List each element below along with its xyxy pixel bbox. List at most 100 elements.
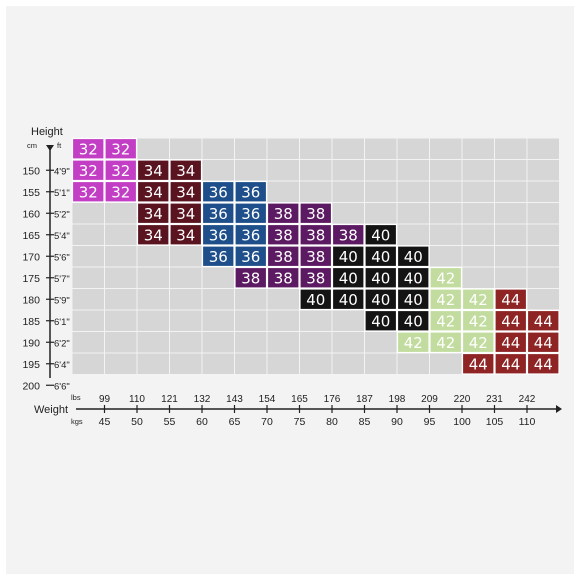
grid-cell — [462, 246, 494, 267]
grid-cell — [365, 332, 397, 353]
grid-cell — [527, 203, 559, 224]
size-cell-box — [299, 202, 333, 225]
size-cell-box — [71, 159, 105, 182]
size-cell-box — [201, 245, 235, 268]
size-cell-label: 38 — [274, 248, 293, 266]
grid-cell — [300, 138, 332, 159]
grid-cell — [170, 353, 202, 374]
grid-cell — [235, 332, 267, 353]
height-tick-ft: 5'1" — [54, 188, 70, 199]
grid-cell — [202, 310, 234, 331]
weight-unit-kgs: kgs — [71, 417, 83, 426]
grid-cell — [527, 246, 559, 267]
height-tick-cm: 155 — [22, 187, 40, 199]
size-cell-box — [396, 288, 430, 311]
grid-cell — [202, 138, 234, 159]
grid-cell — [495, 267, 527, 288]
size-cell-label: 42 — [436, 291, 455, 309]
size-cell: 34 — [169, 202, 203, 225]
grid-cell — [462, 160, 494, 181]
size-cell-label: 42 — [469, 291, 488, 309]
grid-cell — [235, 289, 267, 310]
size-cell-box — [169, 202, 203, 225]
weight-tick-labels: 99 45 110 50 121 55 132 60 143 65 154 70 165 75 176 80 1… — [99, 394, 536, 428]
grid-cell — [267, 332, 299, 353]
size-cell-box — [234, 180, 268, 203]
size-cell: 32 — [104, 180, 138, 203]
size-cell: 32 — [104, 137, 138, 160]
grid-cell — [300, 160, 332, 181]
size-cell-label: 36 — [241, 205, 260, 223]
size-cell-label: 40 — [339, 291, 358, 309]
size-cell-box — [526, 331, 560, 354]
height-tick-ft: 5'6" — [54, 252, 70, 263]
grid-cell — [202, 353, 234, 374]
grid-cell — [137, 246, 169, 267]
size-cell: 34 — [169, 223, 203, 246]
size-cell: 32 — [71, 137, 105, 160]
size-cell-box — [331, 288, 365, 311]
size-cell: 44 — [461, 352, 495, 375]
size-cell-label: 38 — [241, 269, 260, 287]
size-cell-label: 40 — [339, 269, 358, 287]
size-cell: 36 — [201, 180, 235, 203]
size-cell-box — [169, 223, 203, 246]
grid-cell — [170, 332, 202, 353]
grid-cell — [72, 332, 104, 353]
size-cell-box — [136, 202, 170, 225]
size-cell: 36 — [201, 245, 235, 268]
grid-cell — [365, 203, 397, 224]
size-cell-box — [299, 266, 333, 289]
size-cell-label: 36 — [209, 205, 228, 223]
grid-cell — [235, 310, 267, 331]
grid-cell — [495, 181, 527, 202]
grid-cell — [430, 246, 462, 267]
size-cell: 36 — [234, 180, 268, 203]
weight-tick-lbs: 176 — [324, 394, 341, 405]
grid-cell — [235, 353, 267, 374]
size-cell-box — [494, 331, 528, 354]
size-cell: 38 — [266, 202, 300, 225]
size-cell-label: 32 — [111, 140, 130, 158]
size-cell-label: 38 — [339, 226, 358, 244]
grid-cell — [170, 138, 202, 159]
grid-cell — [495, 203, 527, 224]
grid-cell — [462, 181, 494, 202]
height-tick-cm: 185 — [22, 316, 40, 328]
size-cell-box — [266, 266, 300, 289]
size-cell-box — [104, 159, 138, 182]
grid-cell — [365, 138, 397, 159]
size-cell: 38 — [299, 245, 333, 268]
size-cell-label: 34 — [144, 162, 163, 180]
weight-tick-kgs: 90 — [391, 416, 403, 428]
height-unit-cm: cm — [27, 141, 37, 150]
size-cell-box — [526, 309, 560, 332]
size-cell-box — [169, 159, 203, 182]
size-cell: 36 — [201, 202, 235, 225]
size-cell-box — [331, 223, 365, 246]
height-tick-ft: 6'4" — [54, 360, 70, 371]
size-cell-label: 36 — [241, 248, 260, 266]
grid-cell — [72, 203, 104, 224]
size-cell-box — [299, 223, 333, 246]
size-cell: 44 — [526, 331, 560, 354]
size-cell: 38 — [299, 223, 333, 246]
size-cell-label: 44 — [534, 334, 553, 352]
grid-cell — [202, 332, 234, 353]
grid-cell — [397, 203, 429, 224]
size-cell-label: 38 — [274, 226, 293, 244]
size-cell: 40 — [364, 223, 398, 246]
size-cell-box — [494, 288, 528, 311]
size-cell: 44 — [494, 288, 528, 311]
size-cell: 34 — [169, 180, 203, 203]
size-cell-label: 34 — [176, 226, 195, 244]
weight-tick-kgs: 95 — [424, 416, 436, 428]
grid-cell — [72, 289, 104, 310]
grid-cell — [300, 181, 332, 202]
size-cell-box — [429, 331, 463, 354]
size-cell-label: 40 — [371, 291, 390, 309]
size-cell-label: 38 — [306, 226, 325, 244]
size-cell: 38 — [299, 202, 333, 225]
grid-cell — [495, 246, 527, 267]
grid-cell — [462, 138, 494, 159]
